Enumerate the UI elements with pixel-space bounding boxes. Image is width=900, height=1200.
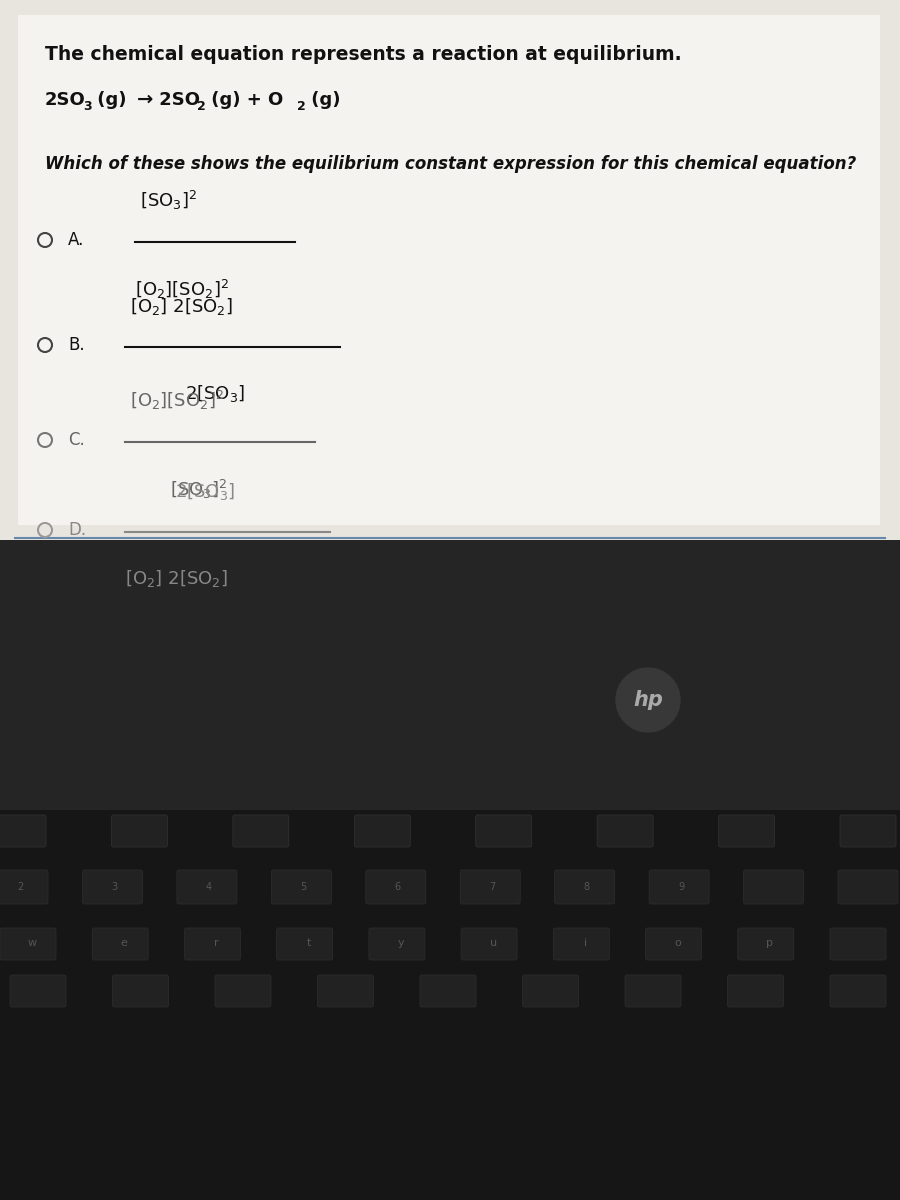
- Bar: [0, 540, 900, 810]
- Text: $\left[\mathsf{O}_2\right]\ 2\left[\mathsf{SO}_2\right]$: $\left[\mathsf{O}_2\right]\ 2\left[\math…: [125, 568, 228, 589]
- FancyBboxPatch shape: [727, 974, 784, 1007]
- FancyBboxPatch shape: [718, 815, 775, 847]
- Text: 2: 2: [197, 100, 206, 113]
- Text: $\left[\mathsf{O}_2\right]\left[\mathsf{SO}_2\right]^2$: $\left[\mathsf{O}_2\right]\left[\mathsf{…: [135, 278, 230, 301]
- FancyBboxPatch shape: [0, 928, 56, 960]
- Text: r: r: [214, 938, 219, 948]
- Text: The chemical equation represents a reaction at equilibrium.: The chemical equation represents a react…: [45, 44, 681, 64]
- FancyBboxPatch shape: [184, 928, 240, 960]
- Bar: [18, 14, 880, 526]
- Text: (g): (g): [305, 91, 340, 109]
- FancyBboxPatch shape: [177, 870, 237, 904]
- FancyBboxPatch shape: [476, 815, 532, 847]
- FancyBboxPatch shape: [830, 974, 886, 1007]
- FancyBboxPatch shape: [112, 815, 167, 847]
- FancyBboxPatch shape: [554, 870, 615, 904]
- Text: 9: 9: [678, 882, 684, 892]
- Text: 3: 3: [83, 100, 92, 113]
- Text: 2: 2: [17, 882, 23, 892]
- FancyBboxPatch shape: [738, 928, 794, 960]
- FancyBboxPatch shape: [365, 870, 426, 904]
- Text: p: p: [766, 938, 773, 948]
- Text: i: i: [584, 938, 587, 948]
- Text: 7: 7: [489, 882, 495, 892]
- Text: 2SO: 2SO: [45, 91, 86, 109]
- Text: y: y: [398, 938, 404, 948]
- FancyBboxPatch shape: [83, 870, 142, 904]
- FancyBboxPatch shape: [840, 815, 896, 847]
- FancyBboxPatch shape: [369, 928, 425, 960]
- Text: (g) + O: (g) + O: [205, 91, 284, 109]
- Bar: [0, 810, 900, 1200]
- Bar: [0, 0, 900, 540]
- FancyBboxPatch shape: [625, 974, 681, 1007]
- FancyBboxPatch shape: [838, 870, 898, 904]
- Text: 6: 6: [395, 882, 400, 892]
- FancyBboxPatch shape: [743, 870, 804, 904]
- FancyBboxPatch shape: [460, 870, 520, 904]
- FancyBboxPatch shape: [0, 870, 48, 904]
- Text: Which of these shows the equilibrium constant expression for this chemical equat: Which of these shows the equilibrium con…: [45, 155, 856, 173]
- Text: 4: 4: [206, 882, 212, 892]
- FancyBboxPatch shape: [461, 928, 518, 960]
- FancyBboxPatch shape: [554, 928, 609, 960]
- FancyBboxPatch shape: [233, 815, 289, 847]
- FancyBboxPatch shape: [0, 815, 46, 847]
- Text: A.: A.: [68, 230, 85, 248]
- FancyBboxPatch shape: [645, 928, 702, 960]
- Text: t: t: [307, 938, 310, 948]
- FancyBboxPatch shape: [649, 870, 709, 904]
- Text: u: u: [490, 938, 497, 948]
- Text: o: o: [674, 938, 681, 948]
- Text: $2\left[\mathsf{SO}_3\right]$: $2\left[\mathsf{SO}_3\right]$: [175, 481, 235, 502]
- Text: 5: 5: [301, 882, 307, 892]
- Text: 2: 2: [297, 100, 306, 113]
- FancyBboxPatch shape: [597, 815, 653, 847]
- Text: C.: C.: [68, 431, 85, 449]
- FancyBboxPatch shape: [215, 974, 271, 1007]
- Text: →: →: [137, 90, 153, 109]
- Text: hp: hp: [633, 690, 663, 710]
- FancyBboxPatch shape: [92, 928, 148, 960]
- Text: $2\left[\mathsf{SO}_3\right]$: $2\left[\mathsf{SO}_3\right]$: [185, 383, 246, 404]
- Text: $\left[\mathsf{SO}_3\right]^2$: $\left[\mathsf{SO}_3\right]^2$: [140, 188, 197, 212]
- Text: e: e: [121, 938, 128, 948]
- Text: $\left[\mathsf{SO}_3\right]^2$: $\left[\mathsf{SO}_3\right]^2$: [170, 478, 228, 502]
- Text: w: w: [27, 938, 37, 948]
- FancyBboxPatch shape: [271, 870, 331, 904]
- Text: $\left[\mathsf{O}_2\right]\ 2\left[\mathsf{SO}_2\right]$: $\left[\mathsf{O}_2\right]\ 2\left[\math…: [130, 296, 233, 317]
- FancyBboxPatch shape: [355, 815, 410, 847]
- Text: D.: D.: [68, 521, 86, 539]
- FancyBboxPatch shape: [276, 928, 333, 960]
- FancyBboxPatch shape: [318, 974, 374, 1007]
- Circle shape: [616, 668, 680, 732]
- Text: 8: 8: [583, 882, 590, 892]
- FancyBboxPatch shape: [830, 928, 886, 960]
- FancyBboxPatch shape: [112, 974, 168, 1007]
- Text: 2SO: 2SO: [153, 91, 200, 109]
- FancyBboxPatch shape: [10, 974, 66, 1007]
- Text: B.: B.: [68, 336, 85, 354]
- FancyBboxPatch shape: [420, 974, 476, 1007]
- Text: (g): (g): [91, 91, 133, 109]
- FancyBboxPatch shape: [523, 974, 579, 1007]
- Text: 3: 3: [112, 882, 118, 892]
- Text: $\left[\mathsf{O}_2\right]\left[\mathsf{SO}_2\right]^2$: $\left[\mathsf{O}_2\right]\left[\mathsf{…: [130, 389, 224, 412]
